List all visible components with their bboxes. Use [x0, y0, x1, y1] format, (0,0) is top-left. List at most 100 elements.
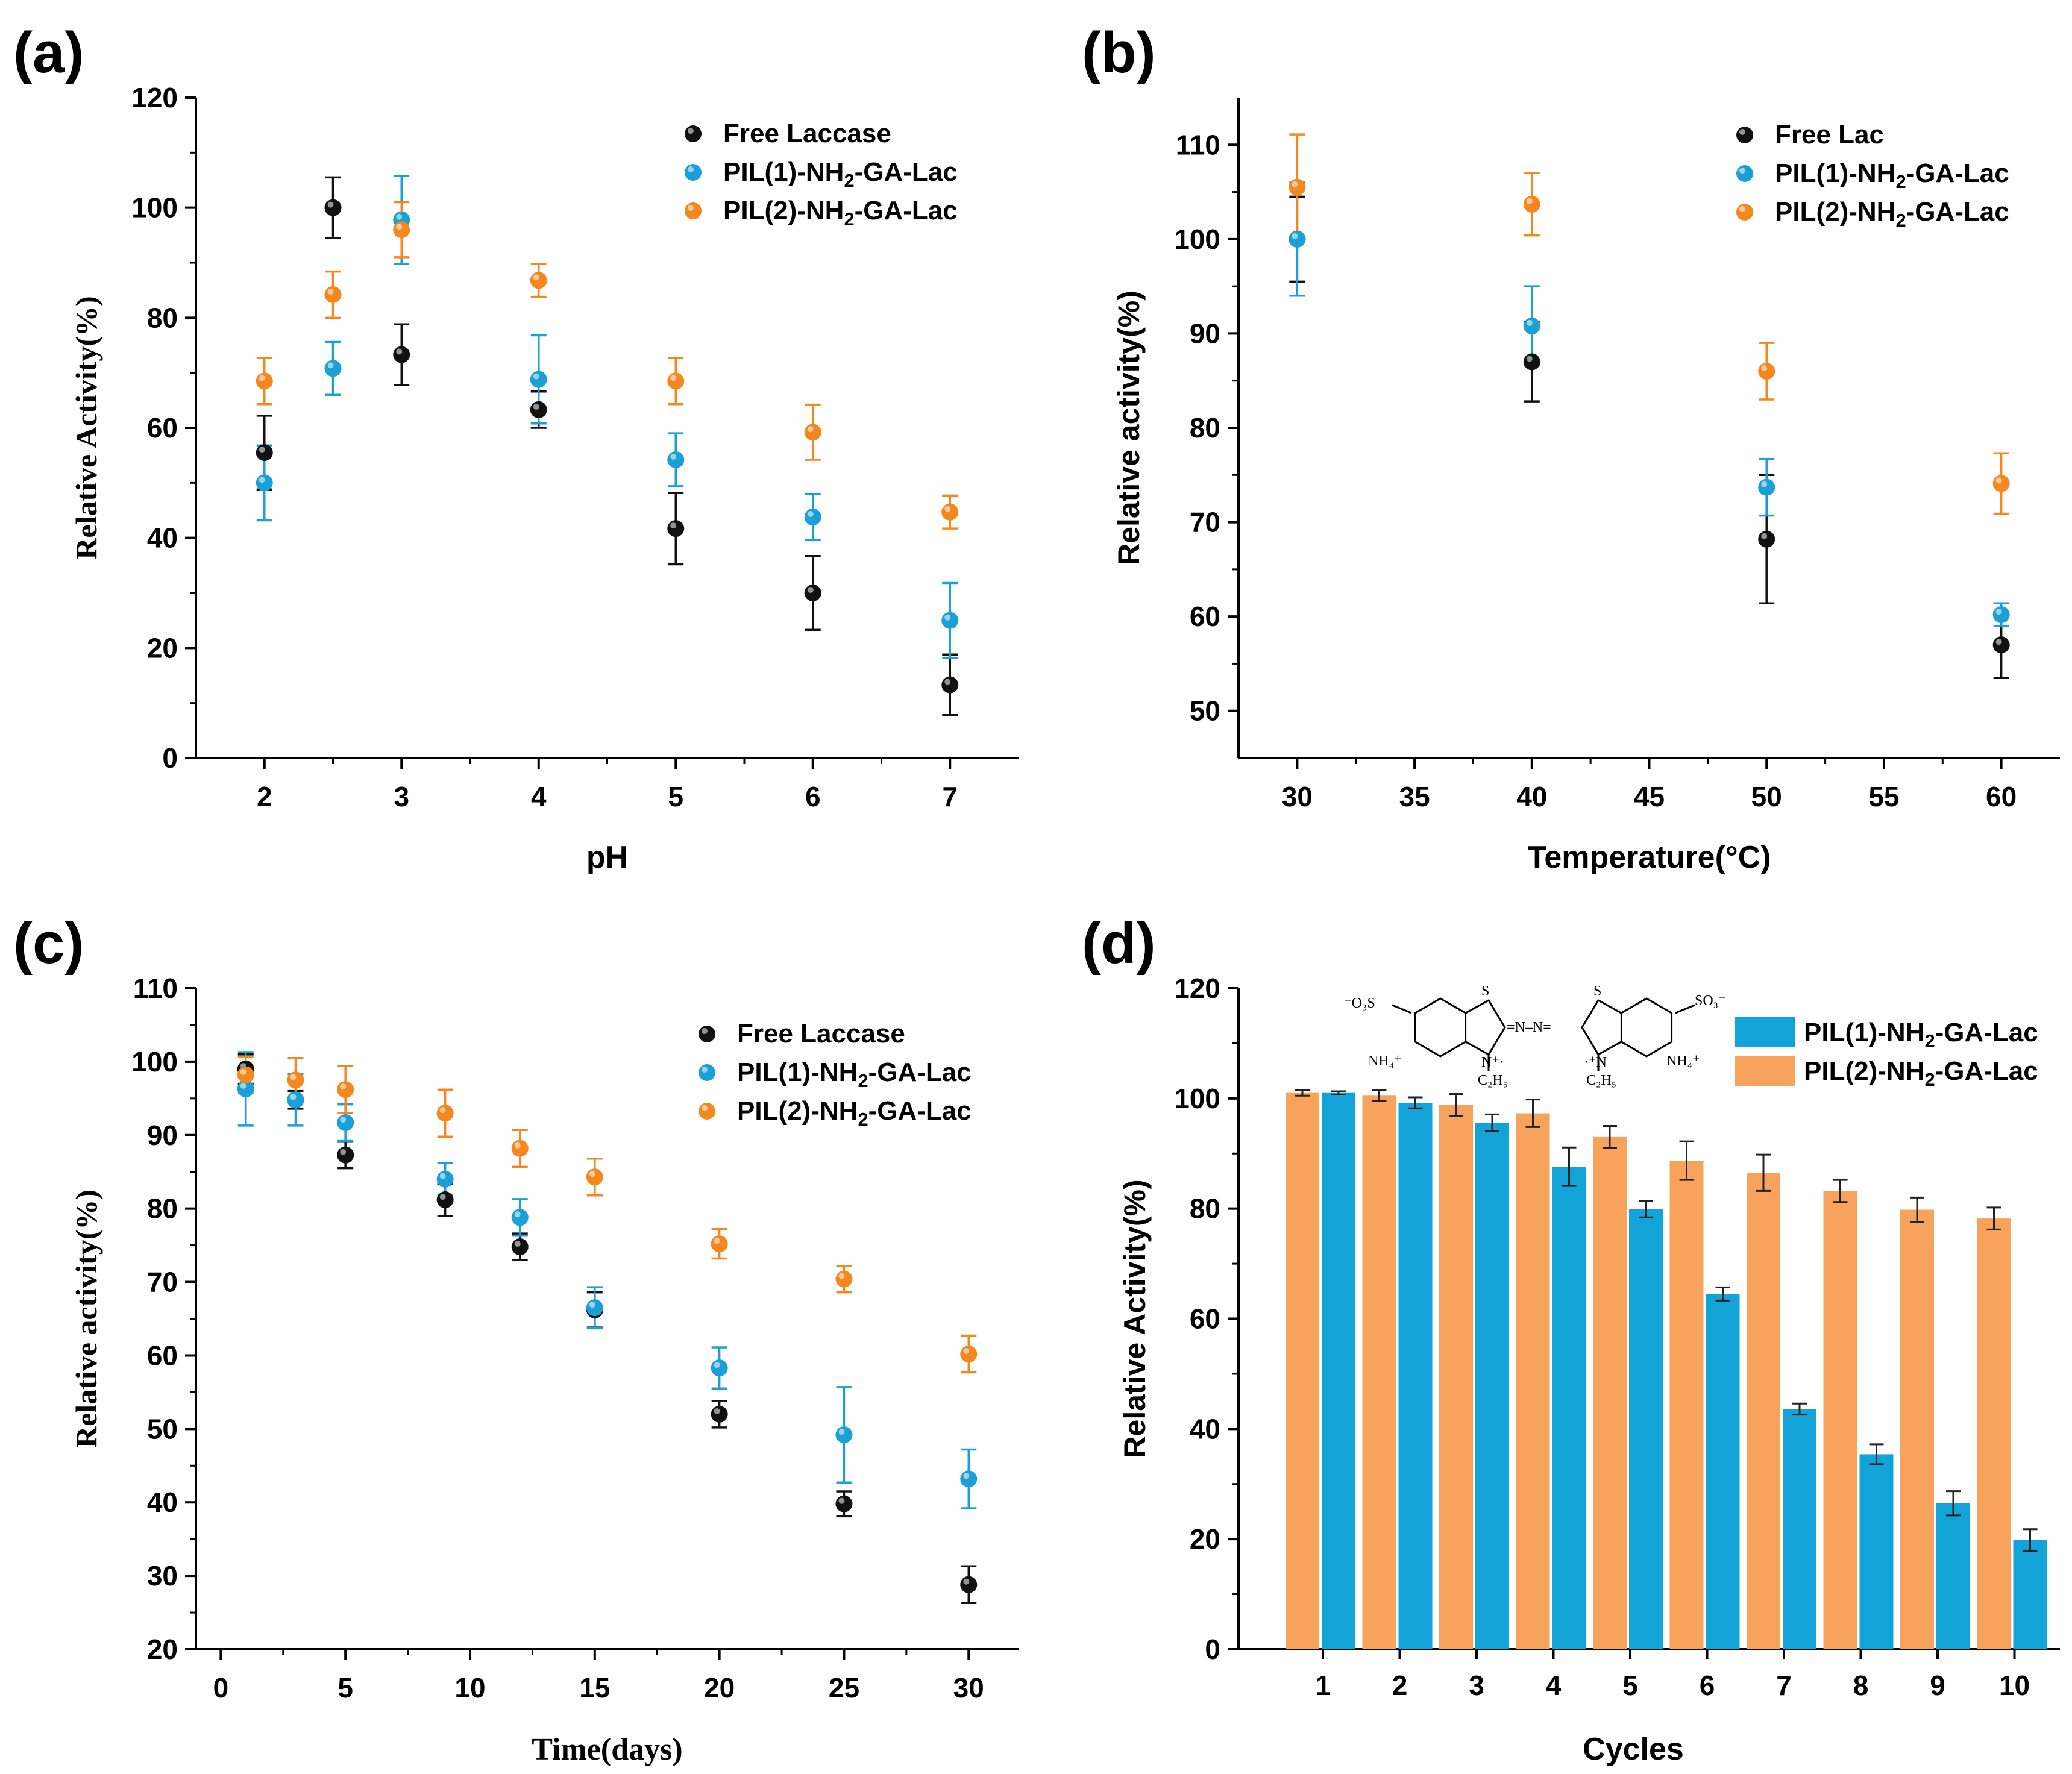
data-point: [337, 1146, 354, 1164]
error-bar: [1449, 1093, 1463, 1117]
marker-ball: [699, 1103, 715, 1120]
marker-ball: [324, 199, 342, 216]
abts-structure-inset: ⁻O₃S SO₃⁻ S S =N–N= N⁺· ·⁺N NH₄⁺ NH₄⁺ C₂H₅ C₂H₅: [1344, 983, 1726, 1088]
y-tick-label: 70: [1190, 507, 1220, 538]
y-tick-label: 30: [147, 1560, 178, 1591]
marker-highlight: [439, 1173, 446, 1179]
inset-label: ⁻O₃S: [1344, 995, 1375, 1011]
y-tick-label: 80: [147, 302, 178, 333]
marker-highlight: [1761, 533, 1768, 539]
error-bar: [1833, 1179, 1848, 1203]
legend-marker: [1736, 165, 1753, 182]
y-tick-label: 110: [133, 973, 178, 1004]
y-tick-label: 0: [1205, 1634, 1220, 1665]
y-tick-label: 120: [1174, 973, 1220, 1004]
legend-entry: Free Lac: [1775, 120, 1884, 149]
marker-ball: [237, 1066, 254, 1083]
marker-highlight: [327, 288, 334, 295]
inset-label: NH₄⁺: [1368, 1053, 1402, 1069]
marker-ball: [711, 1405, 728, 1423]
legend-marker: [685, 125, 702, 142]
data-point: [1523, 317, 1540, 334]
data-point: [530, 401, 547, 418]
panel-label: (c): [13, 911, 84, 976]
bar-pil1: [2013, 1540, 2047, 1649]
error-bar: [1792, 1402, 1807, 1416]
data-point: [436, 1105, 454, 1122]
data-point: [586, 1299, 603, 1317]
marker-ball: [324, 286, 342, 303]
marker-ball: [337, 1146, 354, 1164]
legend-marker: [685, 164, 702, 181]
bar-pil1: [1629, 1209, 1663, 1649]
marker-highlight: [1761, 481, 1768, 487]
x-tick-label: 7: [942, 781, 958, 812]
marker-ball: [1992, 606, 2010, 624]
x-tick-label: 6: [1700, 1670, 1715, 1701]
error-bar: [1756, 1153, 1771, 1192]
marker-ball: [256, 372, 273, 390]
data-point: [1992, 606, 2010, 624]
marker-highlight: [688, 166, 694, 172]
x-tick-label: 7: [1776, 1670, 1792, 1701]
marker-ball: [1736, 204, 1753, 221]
x-tick-label: 5: [1622, 1670, 1638, 1701]
inset-label: C₂H₅: [1586, 1073, 1616, 1088]
data-point: [337, 1081, 354, 1099]
marker-ball: [511, 1238, 529, 1256]
marker-highlight: [670, 522, 677, 529]
benzene-ring-left: [1414, 997, 1467, 1058]
data-point: [1289, 178, 1306, 196]
x-tick-label: 45: [1634, 781, 1665, 812]
data-point: [256, 372, 273, 390]
marker-ball: [1523, 195, 1540, 213]
data-point: [393, 346, 410, 363]
marker-ball: [960, 1576, 978, 1593]
y-tick-label: 20: [1190, 1523, 1220, 1555]
y-tick-label: 60: [147, 1340, 178, 1371]
marker-highlight: [1739, 168, 1745, 174]
marker-highlight: [1526, 356, 1533, 362]
x-tick-label: 6: [805, 781, 821, 812]
marker-highlight: [396, 213, 403, 220]
marker-ball: [324, 360, 342, 377]
x-tick-label: 55: [1868, 781, 1899, 812]
y-axis-label: Relative Activity(%): [1118, 1179, 1152, 1458]
legend-entry: PIL(2)-NH2-GA-Lac: [737, 1096, 972, 1130]
marker-highlight: [340, 1149, 347, 1155]
marker-ball: [835, 1270, 853, 1288]
legend-marker: [699, 1103, 715, 1120]
data-point: [256, 474, 273, 492]
data-point: [1289, 230, 1306, 248]
marker-highlight: [1526, 319, 1533, 326]
data-point: [1758, 478, 1775, 496]
bar-pil2: [1977, 1218, 2011, 1649]
inset-label: =N–N=: [1507, 1020, 1551, 1035]
marker-highlight: [327, 362, 334, 369]
y-tick-label: 40: [147, 1487, 178, 1518]
bar-pil2: [1747, 1173, 1780, 1649]
marker-highlight: [838, 1273, 845, 1279]
marker-highlight: [533, 373, 539, 380]
legend-entry: PIL(2)-NH2-GA-Lac: [1804, 1056, 2038, 1090]
marker-highlight: [327, 201, 334, 208]
marker-highlight: [714, 1362, 720, 1368]
y-tick-label: 100: [1174, 1083, 1220, 1114]
legend-entry: PIL(1)-NH2-GA-Lac: [737, 1058, 972, 1091]
x-tick-label: 5: [668, 781, 683, 812]
marker-ball: [685, 202, 702, 219]
data-point: [804, 508, 821, 525]
x-tick-label: 20: [704, 1672, 735, 1703]
marker-highlight: [514, 1142, 521, 1149]
marker-ball: [393, 346, 410, 363]
marker-ball: [436, 1191, 454, 1209]
marker-highlight: [714, 1238, 720, 1244]
legend-entry: Free Laccase: [737, 1019, 905, 1048]
marker-ball: [1992, 475, 2010, 492]
marker-ball: [711, 1359, 728, 1377]
marker-highlight: [1526, 198, 1533, 204]
data-point: [667, 372, 685, 390]
marker-highlight: [838, 1497, 845, 1504]
marker-highlight: [1739, 206, 1745, 212]
data-point: [237, 1066, 254, 1083]
